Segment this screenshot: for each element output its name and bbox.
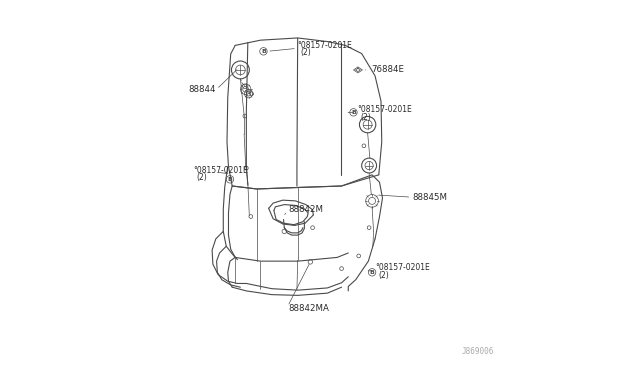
Text: °08157-0201E: °08157-0201E [375, 263, 430, 272]
Text: B: B [351, 110, 356, 115]
Text: °08157-0201E: °08157-0201E [357, 105, 412, 114]
Text: 88845M: 88845M [412, 193, 447, 202]
Circle shape [349, 109, 357, 116]
Text: B: B [370, 270, 374, 275]
Circle shape [369, 269, 376, 276]
Text: °08157-0201E: °08157-0201E [298, 41, 353, 50]
Text: °08157-0201E: °08157-0201E [193, 166, 248, 175]
Text: (2): (2) [379, 271, 390, 280]
Text: (2): (2) [360, 113, 371, 122]
Text: (2): (2) [196, 173, 207, 182]
Text: J869006: J869006 [461, 347, 494, 356]
Text: 88842MA: 88842MA [289, 304, 329, 313]
Circle shape [227, 176, 234, 183]
Text: 88842M: 88842M [289, 205, 323, 214]
Text: (2): (2) [301, 48, 312, 57]
Text: 88844: 88844 [188, 85, 216, 94]
Text: B: B [228, 177, 232, 182]
Text: 76884E: 76884E [371, 65, 404, 74]
Circle shape [260, 48, 267, 55]
Text: B: B [261, 49, 266, 54]
